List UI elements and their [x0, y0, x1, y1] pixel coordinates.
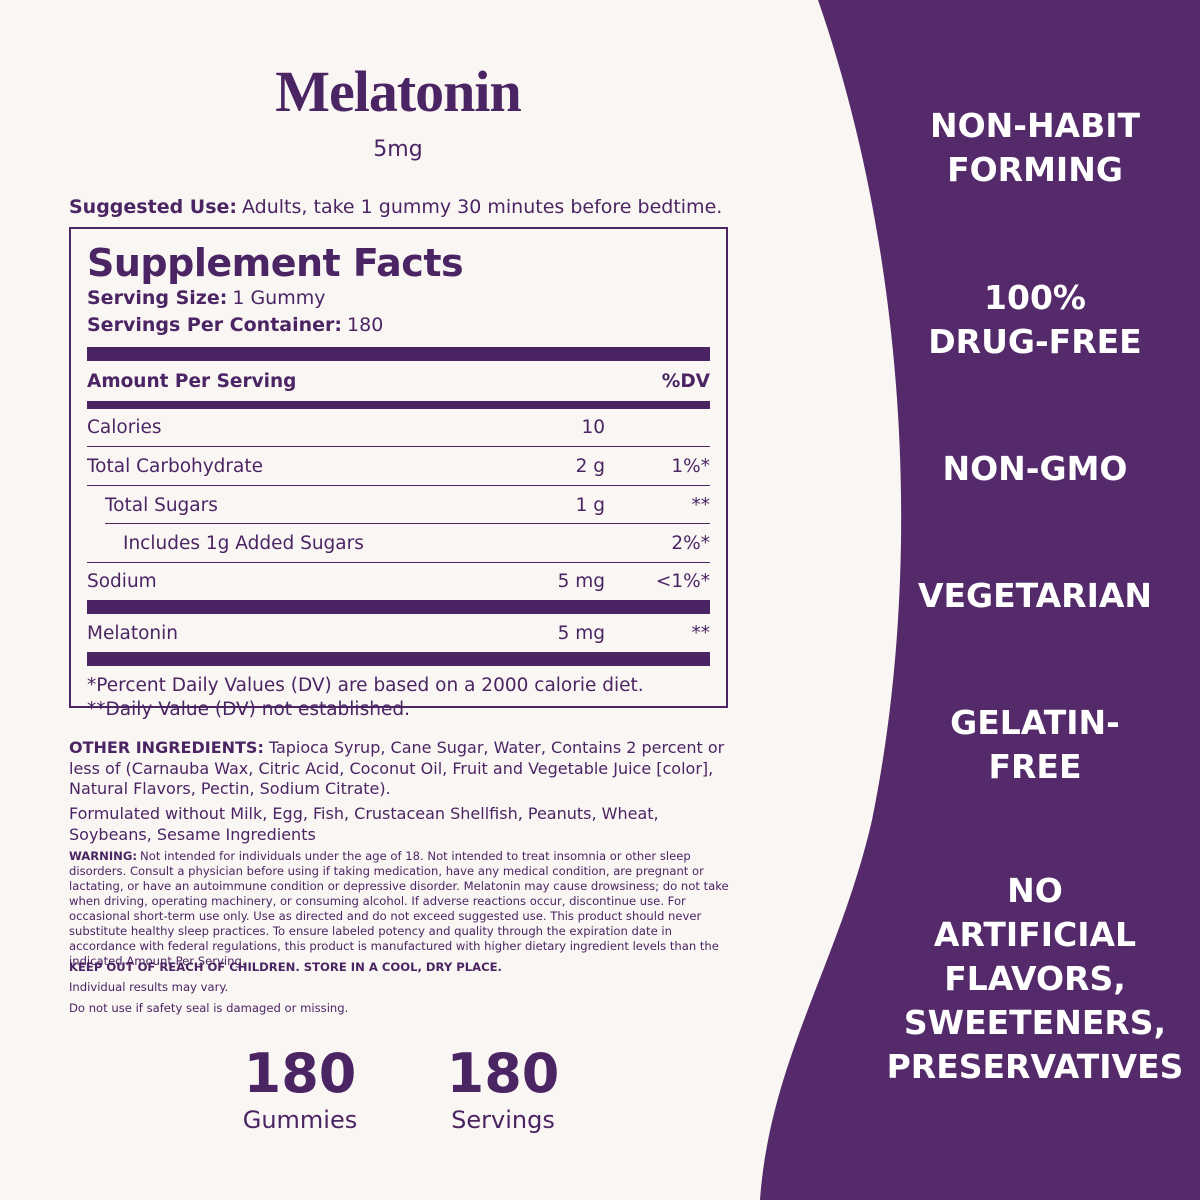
nutrient-dv: 2%* [671, 532, 710, 554]
nutrient-name: Calories [87, 417, 162, 438]
nutrient-name: Total Sugars [105, 494, 218, 516]
claim-line: NON-HABIT [929, 106, 1141, 145]
facts-row: Calories 10 [87, 409, 710, 447]
claim-line: GELATIN- [950, 703, 1120, 742]
divider [87, 347, 710, 361]
suggested-use-label: Suggested Use: [69, 196, 238, 218]
claim-line: SWEETENERS, [903, 1003, 1167, 1042]
stat-number: 180 [446, 1042, 560, 1105]
stat-number: 180 [243, 1042, 357, 1105]
claim: GELATIN- FREE [880, 701, 1190, 789]
claim: NO ARTIFICIAL FLAVORS, SWEETENERS, PRESERVAT… [880, 869, 1190, 1089]
claim-line: NO [1007, 871, 1063, 910]
stat-unit: Servings [451, 1106, 555, 1134]
nutrient-amount: 10 [581, 417, 605, 438]
divider [87, 401, 710, 409]
suggested-use: Suggested Use: Adults, take 1 gummy 30 mi… [69, 196, 722, 218]
nutrient-amount: 5 mg [557, 571, 605, 592]
facts-row: Total Sugars 1 g ** [87, 486, 710, 524]
allergen-statement: Formulated without Milk, Egg, Fish, Crus… [69, 804, 659, 844]
other-ingredients-text: Tapioca Syrup, Cane Sugar, Water, Contai… [69, 738, 725, 798]
warning: WARNING: Not intended for individuals und… [69, 849, 731, 969]
warning-text: Not intended for individuals under the a… [69, 849, 729, 968]
servings-value: 180 [347, 314, 384, 336]
serving-size: Serving Size: 1 Gummy [87, 285, 710, 312]
nutrient-amount: 5 mg [557, 622, 605, 644]
warning-label: WARNING: [69, 849, 138, 863]
claim-line: PRESERVATIVES [886, 1047, 1184, 1086]
dv-header: %DV [661, 370, 710, 392]
claim-line: FORMING [947, 150, 1123, 189]
facts-row: Sodium 5 mg <1%* [87, 563, 710, 600]
claim: 100% DRUG-FREE [880, 276, 1190, 364]
facts-row: Melatonin 5 mg ** [87, 614, 710, 652]
column-header: Amount Per Serving %DV [87, 361, 710, 401]
claim-line: ARTIFICIAL [933, 915, 1137, 954]
nutrient-dv: <1%* [655, 571, 710, 592]
purple-panel [760, 0, 1200, 1200]
footnote: *Percent Daily Values (DV) are based on … [87, 675, 644, 696]
stat: 180 Servings [403, 1042, 603, 1134]
amount-header: Amount Per Serving [87, 370, 297, 392]
seal-note: Do not use if safety seal is damaged or … [69, 1001, 349, 1015]
nutrient-name: Includes 1g Added Sugars [123, 532, 364, 554]
product-dose: 5mg [373, 137, 423, 162]
claim-line: FREE [988, 747, 1082, 786]
nutrient-name: Total Carbohydrate [87, 455, 264, 477]
servings-per-container: Servings Per Container: 180 [87, 312, 710, 339]
stat-unit: Gummies [242, 1106, 358, 1134]
serving-size-value: 1 Gummy [232, 287, 326, 309]
claim: NON-HABIT FORMING [880, 104, 1190, 192]
facts-rows: Calories 10 Total Carbohydrate 2 g 1%* Total … [87, 409, 710, 666]
suggested-use-text: Adults, take 1 gummy 30 minutes before b… [242, 196, 723, 218]
claim-line: VEGETARIAN [917, 576, 1153, 615]
serving-size-label: Serving Size: [87, 287, 228, 309]
facts-title: Supplement Facts [87, 241, 464, 285]
other-ingredients-label: OTHER INGREDIENTS: [69, 738, 264, 757]
nutrient-dv: ** [691, 494, 711, 516]
nutrient-amount: 2 g [575, 455, 605, 477]
footnote: **Daily Value (DV) not established. [87, 699, 410, 720]
nutrient-name: Melatonin [87, 622, 178, 644]
nutrient-dv: 1%* [671, 455, 710, 477]
other-ingredients: OTHER INGREDIENTS: Tapioca Syrup, Cane Su… [69, 738, 729, 800]
results-note: Individual results may vary. [69, 980, 229, 994]
claim-line: NON-GMO [942, 449, 1128, 488]
facts-row: Includes 1g Added Sugars 2%* [87, 524, 710, 563]
servings-label: Servings Per Container: [87, 314, 343, 336]
nutrient-amount: 1 g [575, 494, 605, 516]
storage-note: KEEP OUT OF REACH OF CHILDREN. STORE IN … [69, 960, 502, 974]
nutrient-name: Sodium [87, 571, 157, 592]
claim-line: FLAVORS, [944, 959, 1126, 998]
claim-line: 100% [984, 278, 1086, 317]
facts-row: Total Carbohydrate 2 g 1%* [87, 447, 710, 486]
claim: NON-GMO [880, 447, 1190, 491]
product-title: Melatonin [275, 59, 522, 124]
claim-line: DRUG-FREE [928, 322, 1142, 361]
stat: 180 Gummies [200, 1042, 400, 1134]
divider [87, 652, 710, 666]
supplement-facts: Supplement Facts Serving Size: 1 Gummy Se… [69, 227, 728, 720]
claim: VEGETARIAN [880, 574, 1190, 618]
divider [87, 600, 710, 614]
nutrient-dv: ** [691, 622, 711, 644]
